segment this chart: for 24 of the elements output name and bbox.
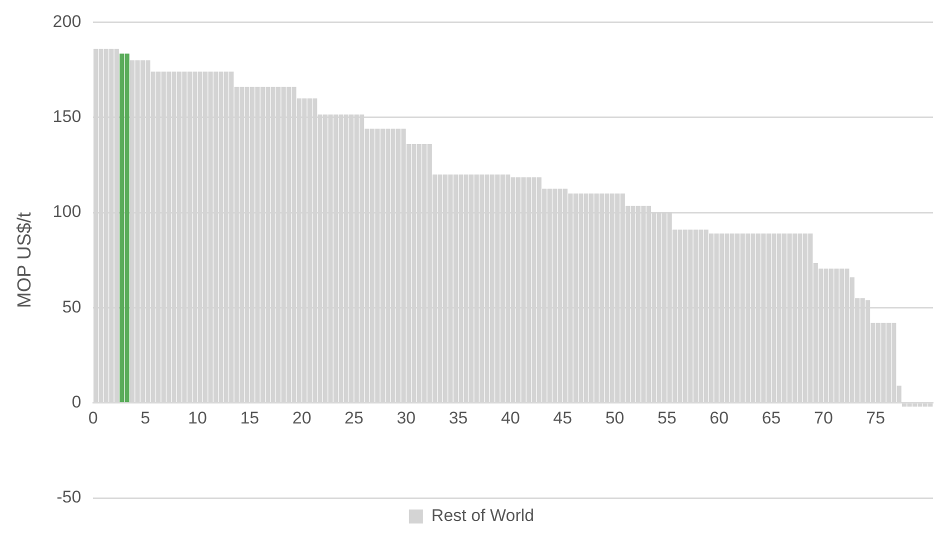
y-tick-label: 0 bbox=[72, 392, 82, 412]
x-tick-label: 65 bbox=[762, 408, 781, 428]
x-tick-label: 60 bbox=[710, 408, 729, 428]
x-tick-label: 35 bbox=[448, 408, 468, 428]
x-tick-label: 75 bbox=[866, 408, 886, 428]
x-tick-label: 10 bbox=[188, 408, 207, 428]
x-tick-label: 25 bbox=[344, 408, 364, 428]
y-tick-label: 150 bbox=[52, 107, 82, 126]
x-tick-label: 45 bbox=[553, 408, 572, 428]
x-tick-label: 20 bbox=[292, 408, 312, 428]
x-tick-label: 55 bbox=[658, 408, 676, 428]
y-tick-label: 200 bbox=[52, 12, 82, 31]
x-tick-label: 50 bbox=[605, 408, 624, 428]
x-tick-label: 0 bbox=[88, 408, 98, 428]
x-tick-label: 40 bbox=[501, 408, 520, 428]
y-tick-label: -50 bbox=[56, 488, 82, 507]
y-tick-label: 100 bbox=[52, 202, 82, 222]
x-tick-label: 15 bbox=[240, 408, 260, 428]
x-tick-label: 5 bbox=[140, 408, 150, 428]
x-tick-label: 30 bbox=[396, 408, 416, 428]
y-axis-title: MOP US$/t bbox=[14, 212, 36, 308]
x-tick-label: 70 bbox=[814, 408, 833, 428]
y-tick-label: 50 bbox=[62, 297, 82, 316]
legend-label: Rest of World bbox=[431, 506, 534, 526]
